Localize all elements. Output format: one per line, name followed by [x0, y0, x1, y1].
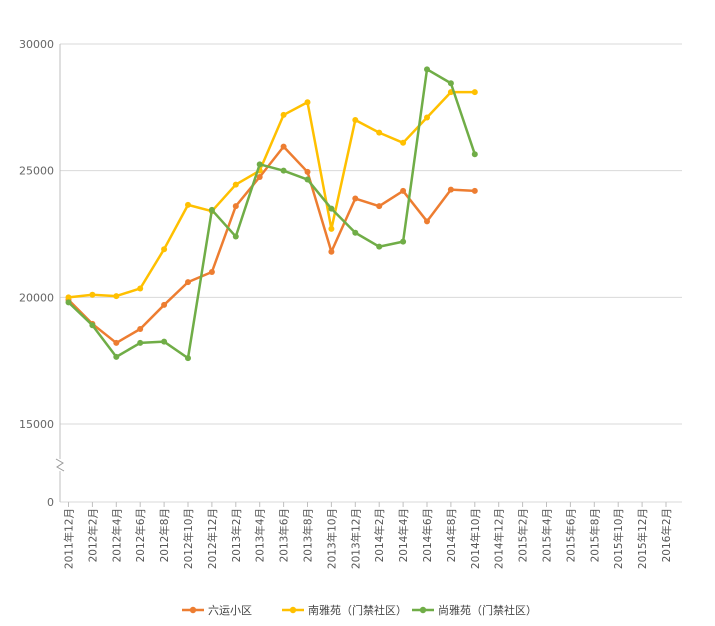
x-tick-label: 2013年6月: [278, 508, 291, 562]
series-line-0: [67, 145, 475, 345]
data-point: [161, 301, 168, 308]
x-tick-label: 2013年8月: [302, 508, 315, 562]
data-point: [400, 139, 407, 146]
data-point: [232, 233, 239, 240]
data-point: [447, 186, 454, 193]
y-tick-label: 0: [47, 496, 54, 509]
data-point: [352, 229, 359, 236]
y-tick-label: 20000: [19, 291, 54, 304]
data-point: [208, 269, 215, 275]
data-point: [424, 114, 430, 121]
y-tick-label: 25000: [19, 165, 54, 178]
data-point: [185, 201, 191, 208]
legend-label: 南雅苑（门禁社区）: [308, 603, 407, 617]
data-point: [424, 66, 430, 73]
x-tick-label: 2012年10月: [182, 508, 195, 569]
data-point: [208, 206, 215, 213]
data-point: [352, 195, 359, 202]
x-tick-label: 2015年12月: [636, 508, 649, 569]
x-tick-label: 2014年6月: [421, 508, 434, 562]
x-tick-label: 2012年2月: [86, 508, 99, 562]
x-tick-label: 2013年10月: [325, 508, 338, 569]
data-point: [304, 99, 311, 106]
x-tick-label: 2012年6月: [134, 508, 147, 562]
data-point: [376, 129, 383, 136]
data-point: [328, 225, 335, 232]
x-tick-label: 2013年4月: [254, 508, 267, 562]
series-layer: [65, 66, 478, 362]
data-point: [232, 203, 239, 210]
x-tick-label: 2012年8月: [158, 508, 171, 562]
series-line-1: [68, 90, 475, 299]
data-point: [471, 187, 478, 194]
data-point: [376, 243, 383, 250]
axis-break-icon: [55, 458, 65, 472]
x-tick-label: 2014年4月: [397, 508, 410, 562]
y-tick-label: 30000: [19, 38, 54, 51]
x-tick-label: 2015年2月: [517, 508, 530, 562]
x-tick-label: 2014年2月: [373, 508, 386, 562]
data-point: [424, 218, 430, 225]
legend-swatch-point: [189, 606, 197, 614]
series-line-2: [67, 68, 476, 360]
legend-label: 六运小区: [208, 604, 252, 617]
data-point: [137, 339, 144, 346]
data-point: [256, 174, 263, 180]
data-point: [280, 111, 287, 118]
x-tick-label: 2014年10月: [469, 508, 482, 569]
data-point: [113, 339, 120, 346]
legend-swatch-point: [289, 606, 297, 614]
data-point: [471, 151, 478, 158]
data-point: [137, 326, 144, 332]
y-tick-label: 15000: [19, 418, 54, 431]
data-point: [280, 167, 287, 174]
x-tick-label: 2014年12月: [493, 508, 506, 569]
data-point: [328, 248, 335, 255]
x-tick-label: 2012年4月: [110, 508, 123, 562]
legend: 六运小区 南雅苑（门禁社区） 尚雅苑（门禁社区）: [182, 603, 537, 617]
data-point: [447, 80, 454, 87]
y-axis: 0 15000 20000 25000 30000: [19, 38, 65, 509]
x-tick-label: 2015年6月: [564, 508, 577, 562]
x-tick-label: 2011年12月: [63, 508, 76, 569]
data-point: [304, 168, 311, 175]
data-point: [471, 89, 478, 96]
x-tick-label: 2015年8月: [588, 508, 601, 562]
x-tick-label: 2016年2月: [660, 508, 673, 562]
grid-lines: [60, 43, 682, 503]
data-point: [65, 294, 72, 301]
x-tick-label: 2012年12月: [206, 508, 219, 569]
data-point: [185, 279, 191, 286]
data-point: [161, 246, 168, 253]
data-point: [113, 293, 120, 300]
data-point: [280, 143, 287, 150]
legend-swatch-point: [419, 606, 427, 614]
data-point: [400, 187, 407, 194]
x-axis: 2011年12月 2012年2月 2012年4月 2012年6月 2012年8月 2012…: [63, 502, 673, 569]
data-point: [232, 181, 239, 188]
data-point: [185, 355, 191, 362]
data-point: [137, 285, 144, 292]
data-point: [89, 322, 96, 329]
data-point: [304, 176, 311, 183]
data-point: [328, 205, 335, 212]
data-point: [376, 203, 383, 210]
x-tick-label: 2015年10月: [612, 508, 625, 569]
data-point: [65, 299, 72, 306]
x-tick-label: 2013年2月: [230, 508, 243, 562]
data-point: [352, 117, 359, 123]
data-point: [256, 161, 263, 168]
data-point: [400, 238, 407, 245]
legend-label: 尚雅苑（门禁社区）: [438, 603, 537, 617]
x-tick-label: 2015年4月: [541, 508, 554, 562]
data-point: [113, 353, 120, 360]
x-tick-label: 2014年8月: [445, 508, 458, 562]
data-point: [89, 291, 96, 298]
x-tick-label: 2013年12月: [349, 508, 362, 569]
data-point: [161, 338, 168, 345]
